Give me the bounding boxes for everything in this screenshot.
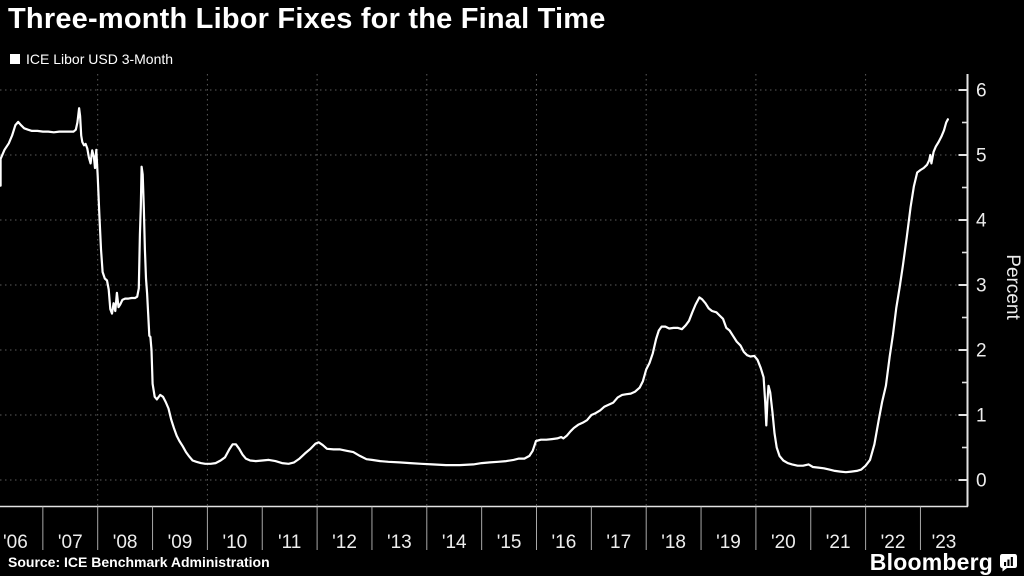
- y-tick-label: 2: [976, 341, 987, 362]
- y-tick-label: 0: [976, 471, 987, 492]
- x-tick-label: '15: [497, 532, 522, 553]
- x-tick-label: '10: [222, 532, 247, 553]
- x-tick-label: '11: [278, 532, 301, 553]
- x-tick-label: '09: [168, 532, 193, 553]
- y-axis-title: Percent: [1002, 254, 1023, 320]
- bloomberg-wordmark: Bloomberg: [869, 549, 993, 575]
- y-tick-label: 6: [976, 81, 987, 102]
- x-tick-label: '21: [826, 532, 851, 553]
- y-tick-label: 1: [976, 406, 987, 427]
- x-tick-label: '17: [606, 532, 631, 553]
- legend-label: ICE Libor USD 3-Month: [26, 51, 174, 67]
- x-tick-label: '08: [113, 532, 138, 553]
- x-tick-label: '06: [3, 532, 28, 553]
- legend: ICE Libor USD 3-Month: [10, 51, 173, 67]
- legend-swatch-icon: [10, 54, 20, 64]
- x-tick-label: '13: [387, 532, 412, 553]
- x-tick-label: '16: [552, 532, 577, 553]
- x-tick-label: '07: [58, 532, 83, 553]
- page-title: Three-month Libor Fixes for the Final Ti…: [8, 3, 606, 35]
- x-tick-label: '19: [716, 532, 741, 553]
- bloomberg-logo: Bloomberg: [870, 549, 1018, 576]
- y-tick-label: 4: [976, 211, 987, 232]
- x-tick-label: '18: [661, 532, 686, 553]
- libor-series-line: [0, 107, 949, 474]
- y-tick-label: 5: [976, 146, 987, 167]
- x-tick-label: '20: [771, 532, 796, 553]
- x-tick-label: '22: [881, 532, 906, 553]
- x-tick-label: '14: [442, 532, 467, 553]
- bloomberg-chart-bubble-icon: [1000, 554, 1017, 572]
- y-tick-label: 3: [976, 276, 987, 297]
- x-tick-label: '23: [932, 532, 957, 553]
- source-attribution: Source: ICE Benchmark Administration: [8, 554, 270, 570]
- x-tick-label: '12: [332, 532, 357, 553]
